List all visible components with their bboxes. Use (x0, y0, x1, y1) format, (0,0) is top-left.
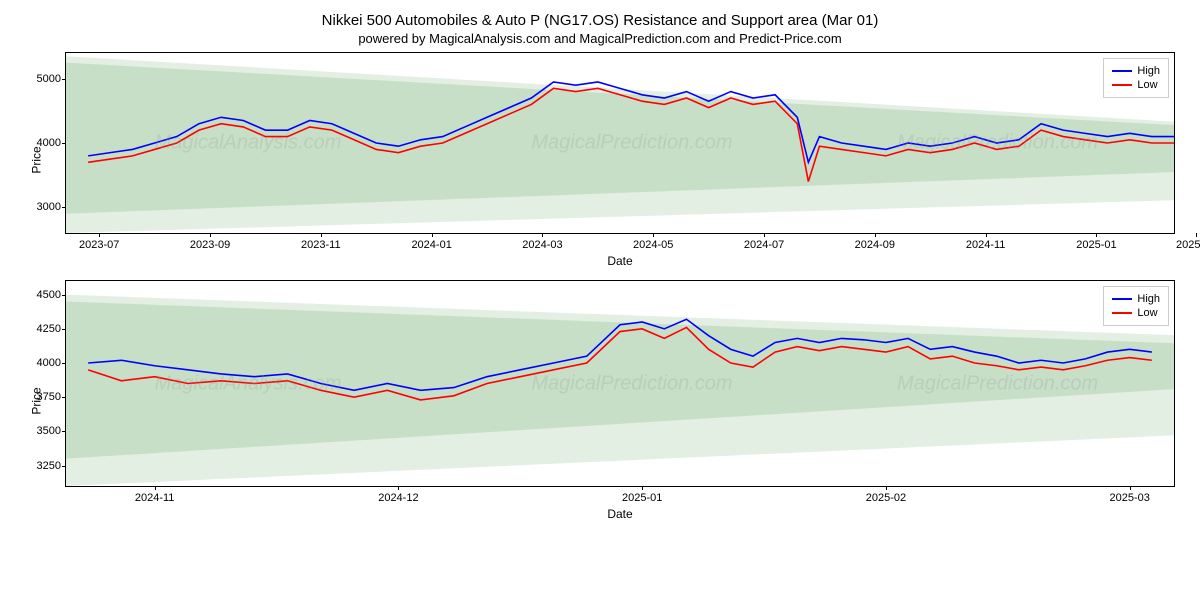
ytick-label: 4000 (26, 137, 61, 149)
xtick-label: 2025-03 (1109, 492, 1149, 504)
xtick-label: 2025-03 (1176, 239, 1200, 251)
legend-low-swatch (1112, 312, 1132, 314)
xtick-label: 2024-11 (966, 239, 1006, 251)
chart-top-wrapper: Price High Low 3000400050002023-072023-0… (65, 52, 1175, 268)
xtick-label: 2024-05 (633, 239, 673, 251)
legend-low-label: Low (1137, 79, 1157, 91)
xtick-label: 2023-09 (190, 239, 230, 251)
legend-low: Low (1112, 79, 1160, 91)
legend-high: High (1112, 293, 1160, 305)
chart-subtitle: powered by MagicalAnalysis.com and Magic… (10, 31, 1190, 46)
legend-high-label: High (1137, 65, 1160, 77)
xtick-label: 2024-03 (522, 239, 562, 251)
chart1-legend: High Low (1103, 58, 1169, 98)
legend-low: Low (1112, 307, 1160, 319)
ytick-label: 5000 (26, 73, 61, 85)
ytick-label: 4250 (26, 323, 61, 335)
xtick-label: 2024-09 (855, 239, 895, 251)
legend-high-label: High (1137, 293, 1160, 305)
ytick-label: 4000 (26, 357, 61, 369)
chart2-xlabel: Date (65, 507, 1175, 521)
chart-bottom-wrapper: Price High Low 3250350037504000425045002… (65, 280, 1175, 521)
xtick-label: 2024-07 (744, 239, 784, 251)
xtick-label: 2023-07 (79, 239, 119, 251)
xtick-label: 2025-02 (866, 492, 906, 504)
chart1-xlabel: Date (65, 254, 1175, 268)
xtick-label: 2024-11 (135, 492, 175, 504)
chart-top: High Low 3000400050002023-072023-092023-… (65, 52, 1175, 234)
ytick-label: 3750 (26, 391, 61, 403)
xtick-label: 2024-12 (378, 492, 418, 504)
chart-bottom: High Low 3250350037504000425045002024-11… (65, 280, 1175, 487)
ytick-label: 4500 (26, 289, 61, 301)
legend-high-swatch (1112, 70, 1132, 72)
chart2-legend: High Low (1103, 286, 1169, 326)
ytick-label: 3250 (26, 460, 61, 472)
xtick-label: 2023-11 (301, 239, 341, 251)
legend-low-swatch (1112, 84, 1132, 86)
legend-high-swatch (1112, 298, 1132, 300)
legend-low-label: Low (1137, 307, 1157, 319)
ytick-label: 3000 (26, 201, 61, 213)
xtick-label: 2025-01 (622, 492, 662, 504)
xtick-label: 2025-01 (1076, 239, 1116, 251)
ytick-label: 3500 (26, 425, 61, 437)
legend-high: High (1112, 65, 1160, 77)
chart1-ylabel: Price (30, 146, 44, 173)
chart-title: Nikkei 500 Automobiles & Auto P (NG17.OS… (10, 12, 1190, 29)
xtick-label: 2024-01 (411, 239, 451, 251)
